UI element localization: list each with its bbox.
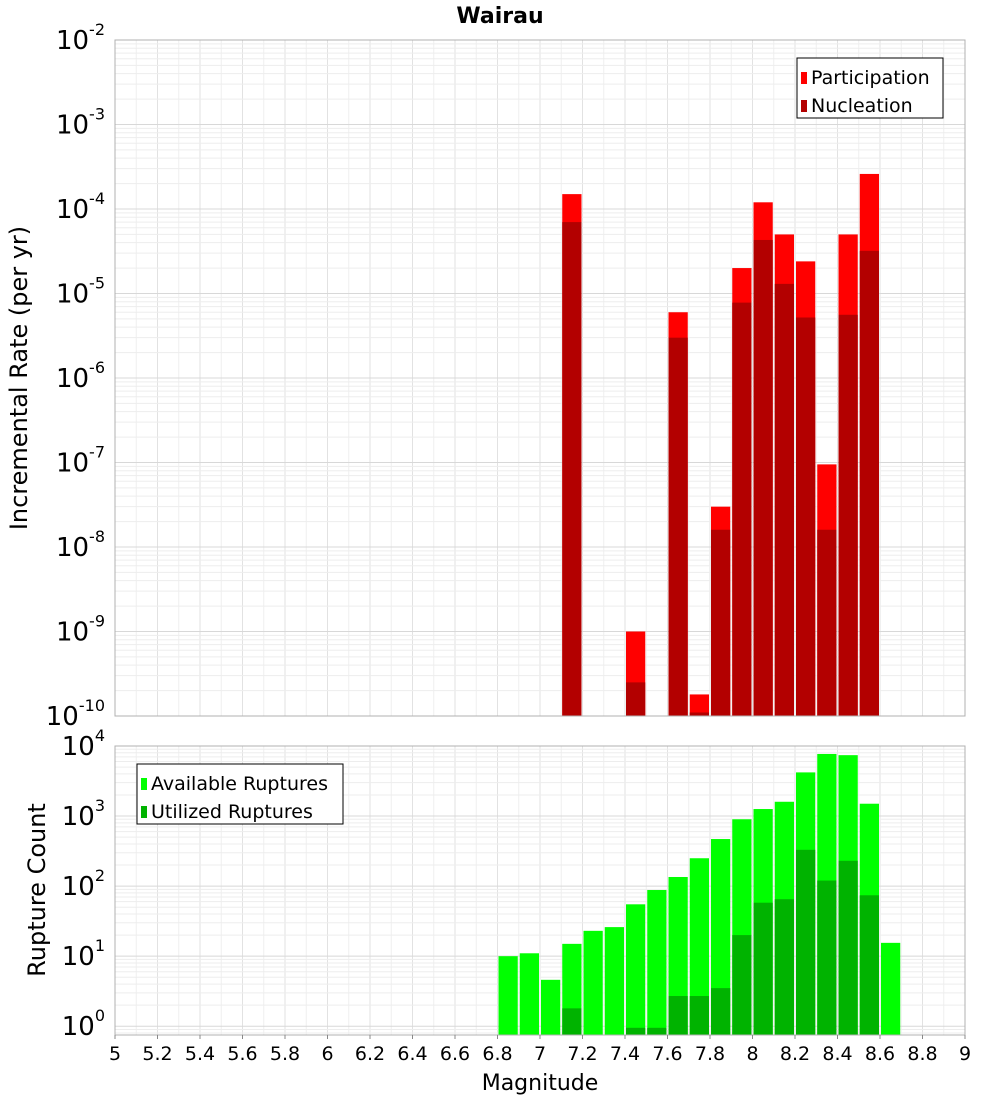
top-y-tick-label: 10-2 bbox=[56, 20, 105, 56]
x-tick-label: 5.2 bbox=[142, 1043, 172, 1065]
bottom-legend-box bbox=[136, 763, 344, 825]
x-tick-label: 5.6 bbox=[227, 1043, 257, 1065]
bottom-legend: Available Ruptures Utilized Ruptures bbox=[136, 763, 344, 825]
bottom-bar-front bbox=[562, 1008, 582, 1035]
bottom-y-tick-label: 100 bbox=[62, 1006, 105, 1042]
bottom-bar-back bbox=[541, 979, 561, 1035]
top-bar-front bbox=[838, 314, 858, 716]
top-bar-front bbox=[626, 682, 646, 716]
x-tick-label: 7 bbox=[534, 1043, 546, 1065]
x-tick-label: 7.2 bbox=[567, 1043, 597, 1065]
bottom-bar-back bbox=[583, 930, 603, 1035]
bottom-bar-back bbox=[668, 876, 688, 1035]
x-tick-label: 7.6 bbox=[652, 1043, 682, 1065]
bottom-bar-back bbox=[881, 942, 901, 1035]
top-legend-swatch bbox=[801, 72, 807, 84]
top-bar-front bbox=[796, 317, 816, 716]
bottom-bar-back bbox=[519, 953, 539, 1035]
bottom-legend-label: Available Ruptures bbox=[151, 773, 328, 795]
top-y-tick-label: 10-10 bbox=[46, 696, 105, 732]
chart-title: Wairau bbox=[456, 4, 543, 29]
bottom-bar-back bbox=[604, 927, 624, 1035]
top-plot-border bbox=[114, 39, 966, 717]
bottom-bar-front bbox=[796, 849, 816, 1035]
top-bar-front bbox=[732, 302, 752, 716]
x-tick-label: 8.2 bbox=[780, 1043, 810, 1065]
bottom-bar-front bbox=[689, 996, 709, 1035]
top-bar-front bbox=[711, 529, 731, 716]
x-tick-label: 6.8 bbox=[482, 1043, 512, 1065]
top-y-tick-label: 10-7 bbox=[56, 443, 105, 479]
x-tick-label: 5 bbox=[109, 1043, 121, 1065]
top-y-tick-label: 10-5 bbox=[56, 274, 105, 310]
top-legend-box bbox=[796, 57, 944, 119]
x-tick-label: 7.8 bbox=[695, 1043, 725, 1065]
bottom-bar-front bbox=[711, 988, 731, 1035]
top-bar-front bbox=[562, 222, 582, 716]
top-legend-label: Nucleation bbox=[811, 95, 913, 117]
x-tick-label: 5.8 bbox=[270, 1043, 300, 1065]
top-legend-swatch bbox=[801, 100, 807, 112]
top-y-tick-label: 10-9 bbox=[56, 612, 105, 648]
top-bar-front bbox=[668, 337, 688, 716]
x-tick-label: 8.8 bbox=[907, 1043, 937, 1065]
bottom-bar-front bbox=[859, 895, 879, 1035]
bottom-legend-label: Utilized Ruptures bbox=[151, 801, 313, 823]
bottom-bar-front bbox=[817, 880, 837, 1035]
x-tick-label: 6.4 bbox=[397, 1043, 427, 1065]
bottom-bar-front bbox=[838, 860, 858, 1035]
top-y-tick-label: 10-4 bbox=[56, 189, 105, 225]
bottom-bar-front bbox=[774, 899, 794, 1035]
top-bar-front bbox=[859, 250, 879, 716]
top-bar-front bbox=[753, 239, 773, 716]
bottom-bar-front bbox=[668, 996, 688, 1035]
x-tick-label: 8.4 bbox=[822, 1043, 852, 1065]
bottom-bar-front bbox=[753, 902, 773, 1035]
x-tick-label: 8 bbox=[746, 1043, 758, 1065]
bottom-y-tick-label: 102 bbox=[62, 866, 105, 902]
x-tick-label: 5.4 bbox=[185, 1043, 215, 1065]
top-bar-front bbox=[689, 712, 709, 716]
bottom-bar-front bbox=[647, 1027, 667, 1035]
bottom-legend-swatch bbox=[141, 806, 147, 818]
x-tick-label: 8.6 bbox=[865, 1043, 895, 1065]
x-tick-label: 6 bbox=[321, 1043, 333, 1065]
bottom-y-tick-label: 103 bbox=[62, 796, 105, 832]
bottom-bar-back bbox=[626, 904, 646, 1035]
top-legend: Participation Nucleation bbox=[796, 57, 944, 119]
x-axis-label: Magnitude bbox=[482, 1071, 599, 1096]
bottom-legend-swatch bbox=[141, 778, 147, 790]
top-bar-back bbox=[689, 694, 709, 716]
bottom-y-axis-label: Rupture Count bbox=[23, 803, 51, 977]
top-bar-front bbox=[817, 529, 837, 716]
bottom-bar-back bbox=[647, 890, 667, 1035]
x-tick-label: 6.6 bbox=[440, 1043, 470, 1065]
top-y-tick-label: 10-3 bbox=[56, 105, 105, 141]
bottom-bar-front bbox=[732, 935, 752, 1035]
bottom-y-tick-label: 104 bbox=[62, 726, 105, 762]
top-y-tick-label: 10-6 bbox=[56, 358, 105, 394]
top-legend-label: Participation bbox=[811, 67, 930, 89]
bottom-bar-back bbox=[689, 858, 709, 1035]
x-tick-label: 9 bbox=[959, 1043, 971, 1065]
x-tick-label: 6.2 bbox=[355, 1043, 385, 1065]
x-tick-label: 7.4 bbox=[610, 1043, 640, 1065]
top-y-axis-label: Incremental Rate (per yr) bbox=[5, 226, 33, 530]
bottom-bar-back bbox=[711, 839, 731, 1035]
top-y-tick-label: 10-8 bbox=[56, 527, 105, 563]
top-bar-front bbox=[774, 283, 794, 716]
bottom-bar-front bbox=[626, 1027, 646, 1035]
bottom-y-tick-label: 101 bbox=[62, 936, 105, 972]
bottom-bar-back bbox=[498, 956, 518, 1035]
